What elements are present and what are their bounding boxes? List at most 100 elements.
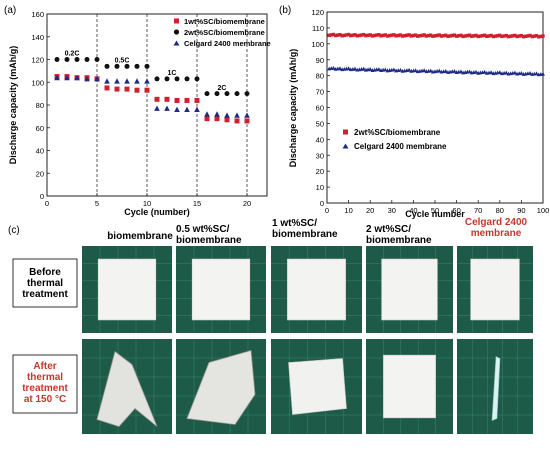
y-tick-label: 80	[36, 101, 44, 110]
data-point	[327, 33, 331, 37]
data-point	[391, 67, 396, 72]
data-point	[491, 34, 496, 39]
panel-label-a: (a)	[4, 5, 16, 16]
rate-label: 0.5C	[115, 58, 130, 65]
data-point	[526, 34, 530, 38]
data-point	[114, 86, 120, 92]
data-point	[437, 33, 442, 37]
data-point	[524, 34, 528, 39]
data-point	[444, 33, 448, 37]
data-point	[337, 66, 342, 71]
data-point	[377, 33, 381, 37]
x-tick-label: 20	[366, 206, 374, 215]
data-point	[400, 34, 405, 38]
data-point	[387, 33, 392, 38]
data-point	[405, 33, 409, 37]
data-point	[508, 34, 513, 38]
y-tick-label: 40	[316, 135, 324, 144]
data-point	[204, 91, 210, 97]
data-point	[536, 35, 541, 39]
x-tick-label: 100	[537, 206, 550, 215]
data-point	[428, 33, 433, 37]
data-point	[381, 33, 385, 38]
data-point	[368, 67, 373, 71]
data-point	[114, 78, 120, 84]
chart-a-ylabel: Discharge capacity (mAh/g)	[8, 46, 18, 165]
x-tick-label: 5	[95, 199, 99, 208]
x-tick-label: 70	[474, 206, 482, 215]
chart-b-frame	[326, 11, 544, 204]
data-point	[362, 32, 366, 37]
data-point	[54, 74, 60, 81]
data-point	[94, 57, 100, 62]
chart-b-ylabel: Discharge capacity (mAh/g)	[288, 49, 298, 168]
x-tick-label: 10	[143, 199, 151, 208]
data-point	[476, 34, 480, 39]
data-point	[435, 33, 439, 38]
thermal-treatment-photo-grid: biomembrane 0.5 wt%SC/biomembrane 1 wt%S…	[12, 217, 533, 434]
data-point	[424, 34, 429, 38]
data-point	[398, 33, 403, 37]
data-point	[513, 33, 517, 38]
data-point	[497, 70, 502, 75]
data-point	[418, 34, 422, 38]
data-point	[528, 71, 533, 75]
legend-b: 2wt%SC/biomembrane Celgard 2400 membrane	[342, 128, 447, 151]
data-point	[346, 32, 351, 37]
data-point	[224, 91, 230, 97]
data-point	[342, 33, 346, 38]
data-point	[467, 33, 472, 37]
data-point	[422, 33, 426, 37]
column-label-5: Celgard 2400 membrane	[465, 217, 528, 239]
data-point	[489, 70, 494, 75]
y-tick-label: 100	[31, 78, 44, 87]
legend-a-marker-1	[174, 18, 179, 24]
data-point	[351, 33, 355, 37]
data-point	[234, 112, 240, 118]
data-point	[534, 34, 539, 38]
data-point	[353, 33, 357, 37]
data-point	[383, 67, 388, 72]
data-point	[474, 69, 479, 74]
data-point	[413, 33, 418, 37]
data-point	[474, 33, 478, 38]
x-tick-label: 50	[431, 206, 439, 215]
data-point	[338, 33, 342, 37]
data-point	[124, 63, 130, 69]
data-point	[164, 105, 170, 111]
data-point	[392, 33, 396, 37]
membrane-sample	[381, 258, 438, 321]
data-point	[134, 78, 140, 84]
data-point	[224, 112, 230, 118]
data-point	[431, 34, 435, 38]
y-tick-label: 30	[316, 151, 324, 160]
legend-b-label-1: 2wt%SC/biomembrane	[354, 128, 441, 137]
data-point	[411, 33, 416, 38]
y-tick-label: 70	[316, 88, 324, 97]
data-point	[194, 106, 200, 113]
data-point	[532, 34, 537, 38]
data-point	[500, 34, 504, 39]
data-point	[74, 57, 80, 62]
y-tick-label: 40	[36, 147, 44, 156]
y-tick-label: 160	[31, 10, 44, 19]
y-tick-label: 20	[36, 169, 44, 178]
data-point	[539, 34, 543, 39]
data-point	[374, 33, 379, 37]
x-tick-label: 20	[243, 199, 251, 208]
data-point	[366, 33, 370, 37]
column-label-4: 2 wt%SC/biomembrane	[366, 224, 432, 246]
data-point	[353, 66, 358, 71]
data-point	[428, 68, 433, 73]
data-point	[390, 33, 394, 37]
y-tick-label: 80	[316, 72, 324, 81]
x-tick-label: 40	[409, 206, 417, 215]
data-point	[357, 33, 362, 38]
y-tick-label: 0	[40, 192, 44, 201]
y-tick-label: 120	[31, 56, 44, 65]
x-tick-label: 30	[388, 206, 396, 215]
data-point	[184, 76, 190, 82]
data-point	[398, 67, 403, 72]
legend-a-marker-3	[173, 40, 180, 46]
